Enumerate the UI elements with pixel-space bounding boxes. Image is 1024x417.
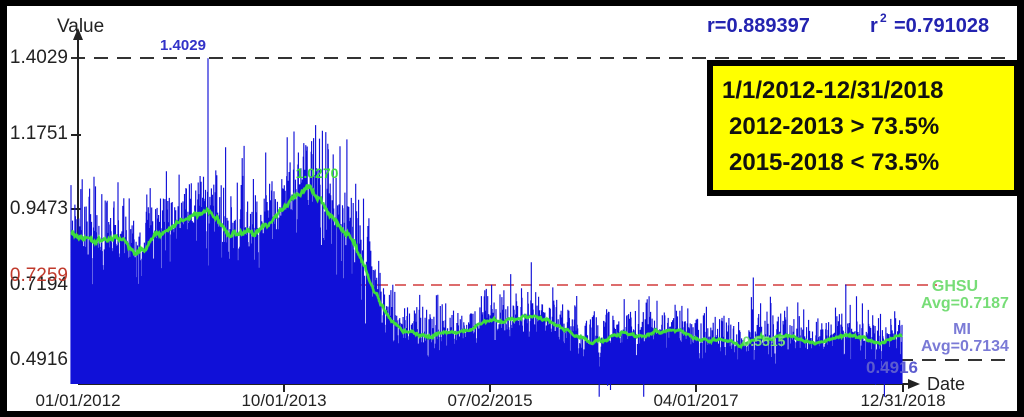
svg-text:1.0270: 1.0270 [296,165,339,181]
svg-text:0.4916: 0.4916 [10,349,68,370]
svg-text:r=0.889397: r=0.889397 [707,15,810,37]
svg-text:10/01/2013: 10/01/2013 [241,391,326,410]
svg-text:Avg=0.7134: Avg=0.7134 [921,338,1009,355]
svg-text:0.5515: 0.5515 [743,333,786,349]
svg-text:1.1751: 1.1751 [10,123,68,144]
svg-text:r: r [870,15,878,37]
svg-text:GHSU: GHSU [932,278,978,295]
svg-text:04/01/2017: 04/01/2017 [653,391,738,410]
svg-text:Value: Value [57,16,104,37]
svg-text:0.7259: 0.7259 [10,265,68,286]
svg-text:2: 2 [880,11,887,25]
svg-text:1.4029: 1.4029 [10,47,68,68]
svg-text:MI: MI [953,321,971,338]
svg-text:=0.791028: =0.791028 [894,15,989,37]
svg-text:1.4029: 1.4029 [160,37,206,54]
svg-text:Date: Date [927,374,965,394]
svg-text:1/1/2012-12/31/2018: 1/1/2012-12/31/2018 [722,77,944,104]
svg-text:Avg=0.7187: Avg=0.7187 [921,295,1009,312]
svg-text:2012-2013 > 73.5%: 2012-2013 > 73.5% [729,113,939,140]
svg-text:0.9473: 0.9473 [10,198,68,219]
svg-text:07/02/2015: 07/02/2015 [447,391,532,410]
svg-text:2015-2018 < 73.5%: 2015-2018 < 73.5% [729,149,939,176]
svg-text:0.4916: 0.4916 [866,358,918,377]
svg-text:01/01/2012: 01/01/2012 [35,391,120,410]
